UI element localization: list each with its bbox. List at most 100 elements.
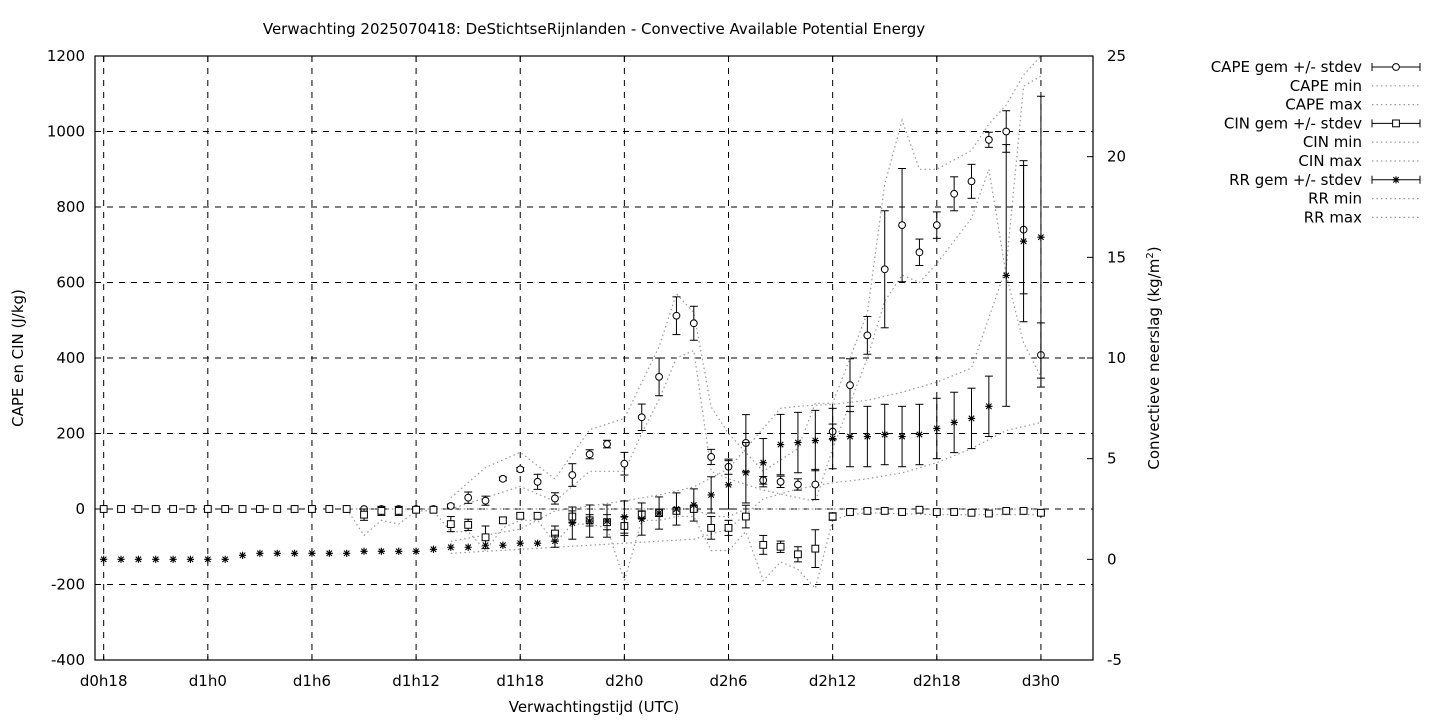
x-tick-label: d2h18 <box>913 672 961 690</box>
data-series <box>99 95 1045 569</box>
cin-point <box>429 505 438 514</box>
x-tick-label: d1h6 <box>293 672 331 690</box>
cape-point <box>551 494 559 503</box>
rr-point <box>707 491 715 499</box>
y2-tick-label: 0 <box>1107 550 1117 568</box>
cin-point <box>238 505 247 513</box>
y2-axis-label: Convectieve neerslag (kg/m2) <box>1145 246 1163 469</box>
y2-tick-label: 5 <box>1107 450 1117 468</box>
x-tick-label: d2h6 <box>709 672 747 690</box>
x-tick-label: d2h12 <box>809 672 857 690</box>
legend-label: CAPE max <box>1285 96 1362 114</box>
legend-label: CIN max <box>1298 152 1362 170</box>
rr-point <box>950 418 958 427</box>
cape-point <box>1002 127 1011 136</box>
rr-point <box>655 509 663 517</box>
rr-point <box>100 555 108 563</box>
rr-point <box>464 543 472 551</box>
cape-point <box>533 477 542 486</box>
cape-point <box>498 474 507 483</box>
y2-tick-label: 20 <box>1107 148 1126 166</box>
cin-point <box>325 505 334 513</box>
cin-point <box>99 505 108 513</box>
legend-label: CIN gem +/- stdev <box>1224 114 1362 132</box>
y2-tick-label: 25 <box>1107 47 1126 65</box>
cape-point <box>984 135 993 144</box>
y-tick-label: 1000 <box>47 123 85 141</box>
cin-point <box>759 540 768 549</box>
rr-point <box>759 459 767 467</box>
cin-point <box>134 505 143 513</box>
cape-point <box>794 480 802 489</box>
cin-point <box>741 512 750 521</box>
rr-point <box>221 555 229 563</box>
cape-point <box>620 459 629 468</box>
rr-point <box>169 555 177 563</box>
y-tick-label: 1200 <box>47 47 85 65</box>
cin-point <box>151 505 160 513</box>
cin-point <box>360 510 368 519</box>
y-tick-label: -200 <box>51 576 85 594</box>
y2-tick-label: 15 <box>1107 248 1126 266</box>
rr-point <box>724 481 733 489</box>
cin-point <box>794 550 802 559</box>
rr-point <box>533 539 542 547</box>
chart-title: Verwachting 2025070418: DeStichtseRijnla… <box>263 20 925 38</box>
cin-point <box>203 505 212 513</box>
rr-point <box>360 547 368 555</box>
rr-point <box>1037 233 1045 241</box>
cin-point <box>186 505 195 513</box>
x-axis-label: Verwachtingstijd (UTC) <box>509 698 680 716</box>
rr-point <box>308 549 316 557</box>
cape-point <box>672 311 681 320</box>
legend-marker <box>1392 63 1400 71</box>
rr-point <box>863 432 871 441</box>
cin-point <box>811 544 820 553</box>
rr-point <box>551 537 559 545</box>
cin-point <box>394 506 403 515</box>
y2-axis-label-main: Convectieve neerslag (kg/m <box>1145 259 1163 470</box>
rr-point <box>967 414 976 422</box>
cape-point <box>568 471 577 479</box>
legend-label: RR gem +/- stdev <box>1229 171 1362 189</box>
cin-point <box>273 505 282 513</box>
rr-point <box>291 549 299 557</box>
rr-point <box>499 541 507 549</box>
rr-point <box>343 549 351 557</box>
rr-point <box>881 430 889 439</box>
legend-marker <box>1392 119 1400 128</box>
legend-marker <box>1392 176 1400 184</box>
rr-point <box>603 517 611 525</box>
rr-point <box>742 469 750 477</box>
legend-label: RR min <box>1308 190 1362 208</box>
y2-tick-label: -5 <box>1107 651 1122 669</box>
cin-point <box>169 505 178 513</box>
cin-point <box>707 523 716 532</box>
cin-point <box>481 533 490 542</box>
rr-point <box>447 543 455 551</box>
cape-point <box>689 319 698 328</box>
cin-point <box>117 505 125 513</box>
cape-point <box>637 413 646 422</box>
cin-point <box>1002 506 1011 515</box>
cin-point <box>464 520 473 529</box>
rr-point <box>412 547 420 555</box>
rr-point <box>915 430 924 439</box>
cin-point <box>880 506 889 515</box>
cin-point <box>984 509 993 518</box>
rr-point <box>568 519 576 527</box>
y2-axis-label-end: ) <box>1145 246 1163 252</box>
cin-point <box>498 516 507 525</box>
y-tick-label: 600 <box>56 274 85 292</box>
x-tick-label: d3h0 <box>1022 672 1060 690</box>
rr-point <box>152 555 160 563</box>
x-tick-label: d1h0 <box>189 672 227 690</box>
rr-point <box>481 541 490 549</box>
rr-point <box>325 549 333 557</box>
cin-point <box>446 520 455 529</box>
rr-point <box>672 505 681 513</box>
cape-point <box>863 331 872 340</box>
rr-point <box>985 402 993 410</box>
cin-point <box>724 523 733 532</box>
